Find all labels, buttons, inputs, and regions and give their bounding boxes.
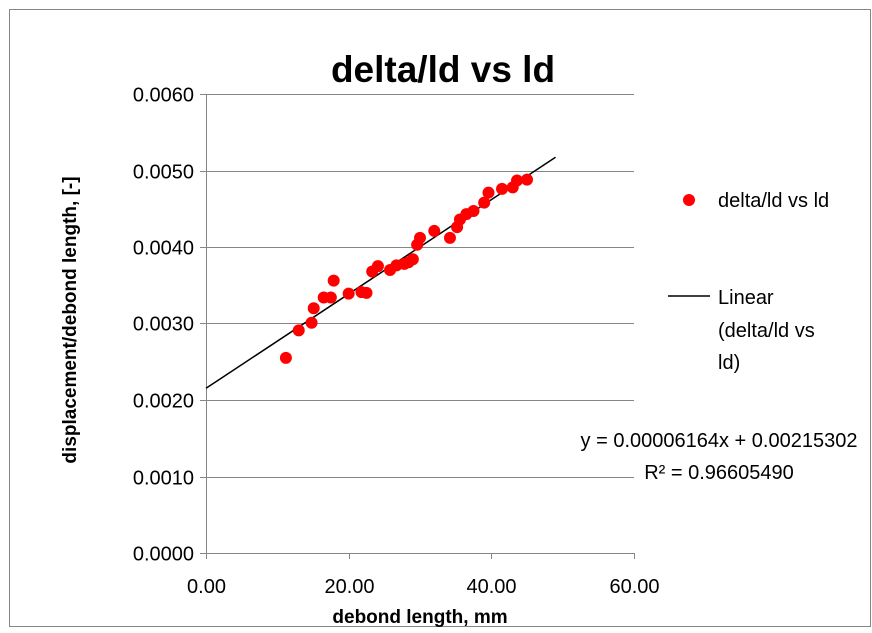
data-point bbox=[305, 316, 318, 329]
chart-title: delta/ld vs ld bbox=[331, 49, 555, 90]
legend-label-trendline-line2: (delta/ld vs bbox=[718, 320, 815, 342]
data-point bbox=[496, 182, 509, 195]
y-tick-labels: 0.0000 0.0010 0.0020 0.0030 0.0040 0.0050 0.00… bbox=[133, 85, 194, 566]
y-tick-label: 0.0040 bbox=[133, 238, 194, 260]
x-tick-labels: 0.00 20.00 40.00 60.00 bbox=[187, 576, 660, 598]
y-tick-label: 0.0060 bbox=[133, 85, 194, 107]
data-point bbox=[342, 287, 355, 300]
data-points bbox=[279, 173, 533, 364]
legend-marker-points bbox=[683, 194, 695, 206]
data-point bbox=[307, 302, 320, 315]
data-point bbox=[482, 186, 495, 199]
data-point bbox=[521, 173, 533, 186]
gridlines bbox=[206, 94, 634, 478]
y-tick-label: 0.0030 bbox=[133, 314, 194, 336]
legend-label-trendline-line1: Linear bbox=[718, 287, 774, 309]
data-point bbox=[478, 196, 491, 209]
data-point bbox=[406, 253, 419, 266]
x-tick-label: 20.00 bbox=[324, 576, 374, 598]
y-tick-label: 0.0010 bbox=[133, 468, 194, 490]
data-point bbox=[279, 351, 292, 364]
data-point bbox=[360, 286, 373, 299]
axes bbox=[200, 94, 635, 559]
data-point bbox=[467, 205, 480, 218]
data-point bbox=[511, 174, 524, 187]
data-point bbox=[371, 260, 384, 273]
legend-label-trendline-line3: ld) bbox=[718, 352, 740, 374]
legend-label-points: delta/ld vs ld bbox=[718, 190, 829, 212]
trendline-r-squared: R² = 0.96605490 bbox=[644, 462, 794, 484]
data-point bbox=[324, 291, 337, 304]
x-tick-label: 40.00 bbox=[466, 576, 516, 598]
y-tick-label: 0.0050 bbox=[133, 162, 194, 184]
x-tick-label: 0.00 bbox=[187, 576, 226, 598]
data-point bbox=[443, 231, 456, 244]
legend: delta/ld vs ld Linear (delta/ld vs ld) bbox=[668, 190, 829, 374]
chart-border bbox=[9, 9, 871, 627]
trendline-layer bbox=[205, 156, 556, 389]
y-tick-label: 0.0000 bbox=[133, 544, 194, 566]
x-axis-title: debond length, mm bbox=[332, 607, 507, 628]
trendline-equation: y = 0.00006164x + 0.00215302 bbox=[581, 430, 858, 452]
y-axis-title: displacement/debond length, [-] bbox=[60, 176, 81, 463]
data-point bbox=[414, 231, 426, 244]
y-tick-label: 0.0020 bbox=[133, 391, 194, 413]
data-point bbox=[428, 224, 441, 237]
trendline bbox=[205, 156, 556, 389]
data-point bbox=[327, 274, 340, 287]
x-tick-label: 60.00 bbox=[609, 576, 659, 598]
data-point bbox=[292, 324, 305, 337]
